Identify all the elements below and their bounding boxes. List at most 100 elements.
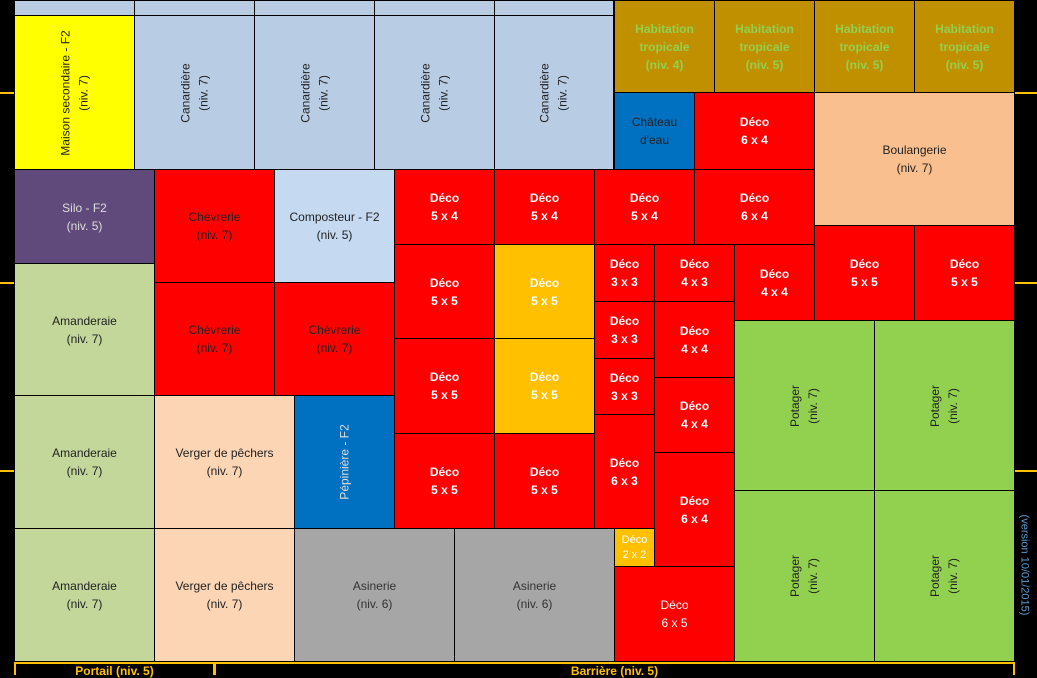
canardiere-label: Canardière (niv. 7) <box>298 62 331 123</box>
silo[interactable]: Silo - F2 (niv. 5) <box>14 169 155 264</box>
deco-label: Déco 4 x 4 <box>679 399 710 431</box>
deco-block[interactable]: Déco 5 x 5 <box>494 433 595 529</box>
deco-block[interactable]: Déco 6 x 3 <box>594 414 655 529</box>
chevrerie-label: Chèvrerie (niv. 7) <box>308 323 361 355</box>
maison-secondaire[interactable]: Maison secondaire - F2 (niv. 7) <box>14 15 135 170</box>
deco-block[interactable]: Déco 5 x 5 <box>494 338 595 434</box>
chevrerie[interactable]: Chèvrerie (niv. 7) <box>274 282 395 396</box>
potager-label: Potager (niv. 7) <box>928 554 961 598</box>
canardiere[interactable]: Canardière (niv. 7) <box>494 15 614 170</box>
deco-label: Déco 5 x 5 <box>529 275 560 308</box>
deco-label: Déco 6 x 4 <box>739 115 770 147</box>
amanderaie-label: Amanderaie (niv. 7) <box>52 313 117 346</box>
deco-label: Déco 5 x 5 <box>429 275 460 308</box>
canardiere[interactable]: Canardière (niv. 7) <box>134 15 255 170</box>
potager-label: Potager (niv. 7) <box>788 554 821 598</box>
canardiere-label: Canardière (niv. 7) <box>418 62 451 123</box>
composteur[interactable]: Composteur - F2 (niv. 5) <box>274 169 395 283</box>
chevrerie-label: Chèvrerie (niv. 7) <box>188 323 241 355</box>
right-tick <box>1015 470 1037 472</box>
habitation-tropicale[interactable]: Habitation tropicale (niv. 5) <box>714 0 815 93</box>
chevrerie[interactable]: Chèvrerie (niv. 7) <box>154 282 275 396</box>
asinerie[interactable]: Asinerie (niv. 6) <box>454 528 615 662</box>
potager[interactable]: Potager (niv. 7) <box>874 320 1015 491</box>
deco-label: Déco 5 x 4 <box>629 191 660 223</box>
top-partial-cell <box>14 0 135 16</box>
deco-block[interactable]: Déco 3 x 3 <box>594 244 655 302</box>
habitation-label: Habitation tropicale (niv. 5) <box>835 21 894 72</box>
chevrerie-label: Chèvrerie (niv. 7) <box>188 210 241 242</box>
pepiniere[interactable]: Pépinière - F2 <box>294 395 395 529</box>
amanderaie[interactable]: Amanderaie (niv. 7) <box>14 395 155 529</box>
deco-block[interactable]: Déco 2 x 2 <box>614 528 655 567</box>
deco-block[interactable]: Déco 5 x 5 <box>914 225 1015 321</box>
right-tick <box>1015 282 1037 284</box>
verger-label: Verger de pêchers (niv. 7) <box>175 579 274 611</box>
deco-block[interactable]: Déco 5 x 4 <box>594 169 695 245</box>
deco-label: Déco 4 x 3 <box>679 257 710 289</box>
deco-block[interactable]: Déco 5 x 5 <box>494 244 595 339</box>
potager[interactable]: Potager (niv. 7) <box>734 490 875 662</box>
deco-label: Déco 3 x 3 <box>609 314 640 346</box>
deco-label: Déco 5 x 5 <box>849 257 880 289</box>
deco-label: Déco 5 x 5 <box>429 465 460 497</box>
top-partial-cell <box>254 0 375 16</box>
deco-label: Déco 5 x 4 <box>529 191 560 223</box>
deco-block[interactable]: Déco 4 x 4 <box>654 301 735 378</box>
composteur-label: Composteur - F2 (niv. 5) <box>289 210 380 242</box>
deco-block[interactable]: Déco 5 x 5 <box>394 338 495 434</box>
deco-block[interactable]: Déco 6 x 4 <box>694 169 815 245</box>
potager[interactable]: Potager (niv. 7) <box>734 320 875 491</box>
habitation-tropicale[interactable]: Habitation tropicale (niv. 5) <box>814 0 915 93</box>
deco-block[interactable]: Déco 6 x 4 <box>654 452 735 567</box>
left-tick <box>0 92 14 94</box>
verger-de-pechers[interactable]: Verger de pêchers (niv. 7) <box>154 528 295 662</box>
canardiere[interactable]: Canardière (niv. 7) <box>254 15 375 170</box>
deco-label: Déco 3 x 3 <box>609 370 640 403</box>
deco-block[interactable]: Déco 6 x 5 <box>614 566 735 662</box>
right-tick <box>1015 92 1037 94</box>
habitation-label: Habitation tropicale (niv. 5) <box>935 21 994 72</box>
amanderaie[interactable]: Amanderaie (niv. 7) <box>14 528 155 662</box>
deco-block[interactable]: Déco 5 x 5 <box>394 433 495 529</box>
deco-label: Déco 6 x 5 <box>660 598 689 630</box>
portail-label: Portail (niv. 5) <box>75 664 154 678</box>
canardiere[interactable]: Canardière (niv. 7) <box>374 15 495 170</box>
habitation-label: Habitation tropicale (niv. 5) <box>735 21 794 72</box>
pepiniere-label: Pépinière - F2 <box>337 424 352 500</box>
deco-block[interactable]: Déco 5 x 5 <box>394 244 495 339</box>
top-partial-cell <box>494 0 614 16</box>
maison-secondaire-label: Maison secondaire - F2 (niv. 7) <box>58 29 91 156</box>
amanderaie-label: Amanderaie (niv. 7) <box>52 579 117 611</box>
canardiere-label: Canardière (niv. 7) <box>178 62 211 123</box>
verger-label: Verger de pêchers (niv. 7) <box>175 446 274 478</box>
amanderaie-label: Amanderaie (niv. 7) <box>52 446 117 478</box>
barriere-label: Barrière (niv. 5) <box>570 664 659 678</box>
deco-label: Déco 2 x 2 <box>621 533 648 561</box>
barriere-bar: Barrière (niv. 5) <box>214 662 1015 678</box>
deco-block[interactable]: Déco 4 x 4 <box>734 244 815 321</box>
verger-de-pechers[interactable]: Verger de pêchers (niv. 7) <box>154 395 295 529</box>
habitation-tropicale[interactable]: Habitation tropicale (niv. 4) <box>614 0 715 93</box>
amanderaie[interactable]: Amanderaie (niv. 7) <box>14 263 155 396</box>
potager-label: Potager (niv. 7) <box>788 384 821 427</box>
deco-label: Déco 6 x 4 <box>679 493 710 526</box>
chateau-d-eau[interactable]: Château d'eau <box>614 92 695 170</box>
habitation-tropicale[interactable]: Habitation tropicale (niv. 5) <box>914 0 1015 93</box>
deco-block[interactable]: Déco 4 x 3 <box>654 244 735 302</box>
asinerie[interactable]: Asinerie (niv. 6) <box>294 528 455 662</box>
deco-label: Déco 5 x 5 <box>949 257 980 289</box>
deco-block[interactable]: Déco 5 x 4 <box>394 169 495 245</box>
deco-block[interactable]: Déco 5 x 4 <box>494 169 595 245</box>
deco-block[interactable]: Déco 6 x 4 <box>694 92 815 170</box>
deco-label: Déco 4 x 4 <box>759 266 790 299</box>
deco-label: Déco 5 x 5 <box>529 465 560 497</box>
deco-block[interactable]: Déco 4 x 4 <box>654 377 735 453</box>
asinerie-label: Asinerie (niv. 6) <box>352 579 397 611</box>
deco-block[interactable]: Déco 3 x 3 <box>594 358 655 415</box>
potager[interactable]: Potager (niv. 7) <box>874 490 1015 662</box>
deco-block[interactable]: Déco 3 x 3 <box>594 301 655 359</box>
boulangerie[interactable]: Boulangerie (niv. 7) <box>814 92 1015 226</box>
chevrerie[interactable]: Chèvrerie (niv. 7) <box>154 169 275 283</box>
deco-block[interactable]: Déco 5 x 5 <box>814 225 915 321</box>
